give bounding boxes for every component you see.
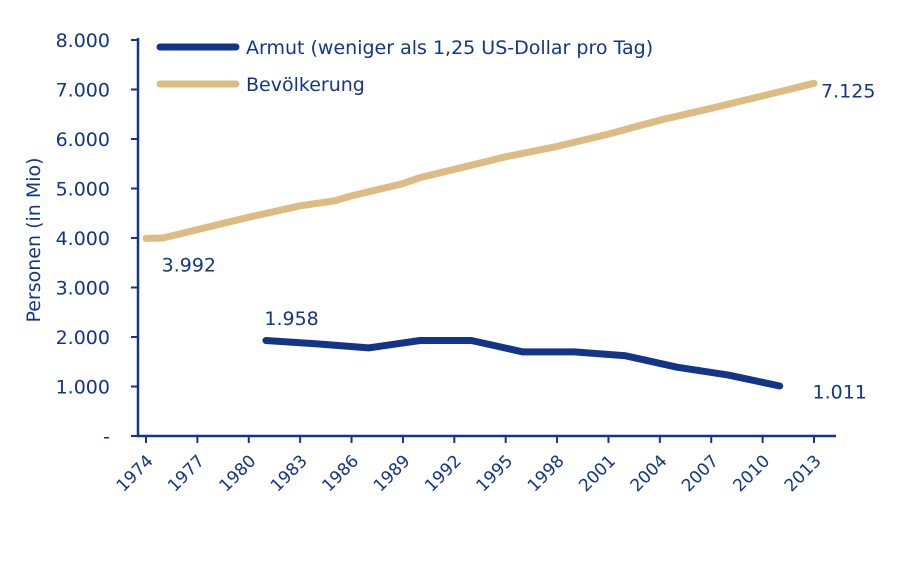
x-tick-label: 1977 [164, 451, 209, 496]
legend-label: Armut (weniger als 1,25 US-Dollar pro Ta… [246, 37, 653, 59]
x-tick-label: 1983 [267, 451, 312, 496]
data-label: 1.011 [812, 381, 866, 403]
y-tick-label: 2.000 [56, 327, 110, 349]
y-tick-label: 3.000 [56, 278, 110, 300]
data-label: 3.992 [162, 255, 216, 277]
x-tick-label: 1995 [472, 451, 517, 496]
plot-area: - 1.000 2.000 3.000 4.000 5.000 6.000 7.000 8.00… [56, 30, 876, 496]
legend-label: Bevölkerung [246, 74, 365, 96]
x-tick-label: 1986 [318, 451, 363, 496]
series-line-bevoelkerung [142, 79, 818, 242]
y-tick-label: 1.000 [56, 377, 110, 399]
y-axis-ticks: - 1.000 2.000 3.000 4.000 5.000 6.000 7.000 8.00… [56, 30, 138, 448]
y-tick-label: 4.000 [56, 228, 110, 250]
x-tick-label: 1974 [113, 451, 158, 496]
series-line-armut [262, 337, 784, 390]
y-tick-label: 5.000 [56, 179, 110, 201]
data-labels: 3.992 1.958 1.011 7.125 [162, 80, 876, 403]
x-axis-ticks: 1974 1977 1980 1983 1986 1989 1992 1995 1998 2001… [113, 436, 826, 496]
y-tick-label: 6.000 [56, 129, 110, 151]
y-tick-label: 8.000 [56, 30, 110, 52]
x-tick-label: 2004 [627, 451, 672, 496]
x-tick-label: 2010 [729, 451, 774, 496]
x-tick-label: 1989 [370, 451, 415, 496]
y-axis-label: Personen (in Mio) [23, 157, 45, 322]
x-tick-label: 1998 [524, 451, 569, 496]
legend: Armut (weniger als 1,25 US-Dollar pro Ta… [156, 37, 653, 96]
x-tick-label: 1980 [216, 451, 261, 496]
y-tick-label: 7.000 [56, 80, 110, 102]
y-tick-label: - [103, 426, 110, 448]
data-label: 1.958 [264, 308, 318, 330]
x-tick-label: 1992 [421, 451, 466, 496]
x-tick-label: 2001 [575, 451, 620, 496]
data-label: 7.125 [821, 80, 875, 102]
x-tick-label: 2013 [781, 451, 826, 496]
x-tick-label: 2007 [678, 451, 723, 496]
series-lines [142, 79, 818, 390]
